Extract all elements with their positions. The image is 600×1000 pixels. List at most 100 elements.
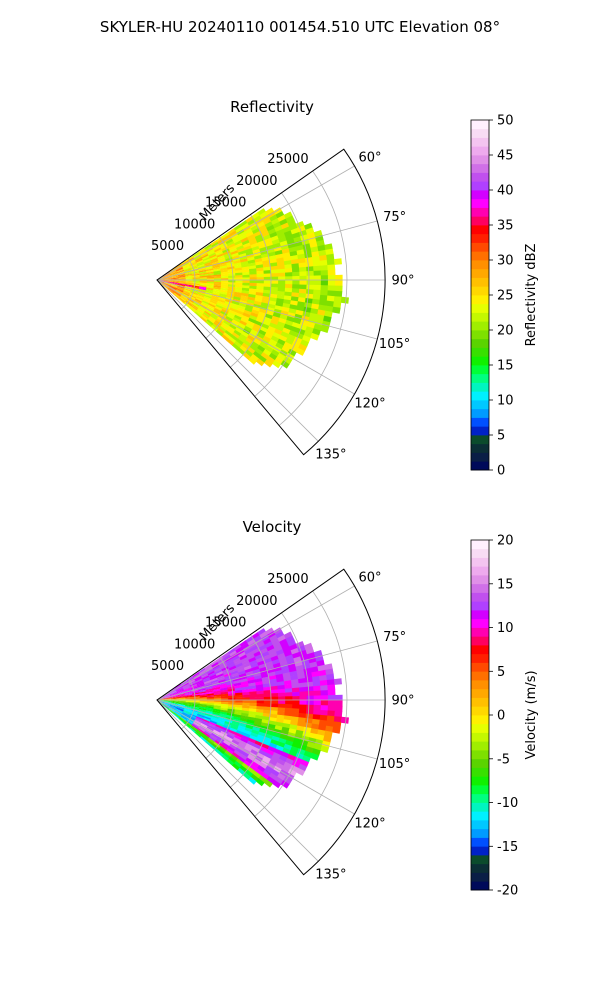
data-cell (299, 700, 307, 706)
data-cell (214, 280, 222, 283)
data-cell (266, 224, 275, 232)
data-cell (256, 641, 266, 649)
data-cell (229, 743, 237, 751)
colorbar-segment (471, 863, 489, 873)
data-cell (157, 280, 165, 281)
data-cell (164, 697, 172, 699)
data-cell (316, 659, 325, 667)
azimuth-tick-label: 60° (358, 571, 381, 586)
data-cell (169, 706, 177, 711)
data-cell (306, 289, 314, 295)
data-cell (197, 263, 206, 268)
data-cell (241, 342, 250, 350)
data-cell (190, 291, 198, 296)
data-cell (334, 290, 343, 298)
data-cell (157, 279, 165, 280)
data-cell (195, 730, 203, 737)
data-cell (199, 706, 207, 710)
data-cell (231, 720, 240, 726)
colorbar-tick-label: -5 (497, 752, 510, 767)
data-cell (183, 267, 192, 271)
data-cell (209, 254, 217, 259)
data-cell (170, 704, 178, 708)
data-cell (177, 285, 185, 289)
data-cell (240, 295, 249, 300)
data-cell (228, 700, 236, 703)
data-cell (171, 701, 179, 703)
data-cell (176, 687, 184, 692)
data-cell (241, 686, 250, 691)
data-cell (176, 268, 184, 272)
data-cell (277, 772, 286, 781)
data-cell (189, 294, 197, 299)
data-cell (188, 259, 196, 264)
data-cell (241, 266, 250, 271)
data-cell (222, 652, 230, 659)
data-cell (219, 265, 228, 269)
data-cell (228, 309, 237, 316)
data-cell (169, 705, 177, 710)
colorbar-tick-label: -20 (497, 884, 518, 899)
data-cell (229, 650, 238, 657)
data-cell (222, 305, 231, 310)
data-cell (247, 218, 256, 226)
data-cell (285, 215, 295, 223)
data-cell (220, 271, 229, 275)
data-cell (263, 289, 271, 295)
data-cell (223, 332, 231, 340)
data-cell (226, 292, 235, 297)
data-cell (198, 269, 207, 273)
data-cell (195, 257, 203, 262)
data-cell (213, 701, 222, 705)
data-cell (163, 702, 171, 706)
data-cell (265, 627, 275, 635)
data-cell (235, 280, 243, 283)
data-cell (275, 229, 285, 236)
data-cell (217, 237, 225, 244)
data-cell (283, 356, 292, 365)
data-cell (241, 735, 250, 741)
data-cell (180, 715, 188, 721)
data-cell (241, 222, 250, 230)
data-cell (225, 736, 234, 742)
data-cell (184, 271, 193, 275)
data-cell (189, 261, 197, 266)
data-cell (299, 695, 307, 701)
data-cell (197, 685, 206, 689)
data-cell (306, 695, 315, 701)
data-cell (301, 755, 311, 763)
data-cell (183, 302, 191, 309)
data-cell (227, 688, 236, 692)
data-cell (238, 670, 247, 676)
data-cell (191, 304, 199, 310)
data-cell (234, 734, 242, 741)
data-cell (183, 289, 192, 293)
colorbar-segment (471, 601, 489, 611)
data-cell (309, 241, 318, 249)
data-cell (174, 263, 182, 269)
data-cell (263, 316, 272, 323)
data-cell (163, 275, 171, 278)
data-cell (185, 300, 192, 307)
data-cell (266, 644, 275, 652)
data-cell (219, 312, 227, 319)
data-cell (203, 732, 211, 738)
data-cell (191, 691, 200, 694)
data-cell (298, 763, 308, 772)
range-tick-label: 5000 (151, 659, 184, 674)
data-cell (183, 722, 191, 729)
data-cell (164, 277, 172, 279)
data-cell (257, 734, 266, 741)
data-cell (217, 720, 225, 726)
data-cell (226, 758, 235, 766)
azimuth-tick-label: 135° (315, 867, 346, 882)
range-tick-label: 25000 (267, 152, 308, 167)
colorbar-segment (471, 198, 489, 208)
data-cell (206, 689, 214, 693)
data-cell (199, 249, 207, 255)
data-cell (202, 718, 211, 724)
data-cell (211, 679, 219, 684)
data-cell (199, 271, 207, 274)
data-cell (263, 286, 272, 291)
